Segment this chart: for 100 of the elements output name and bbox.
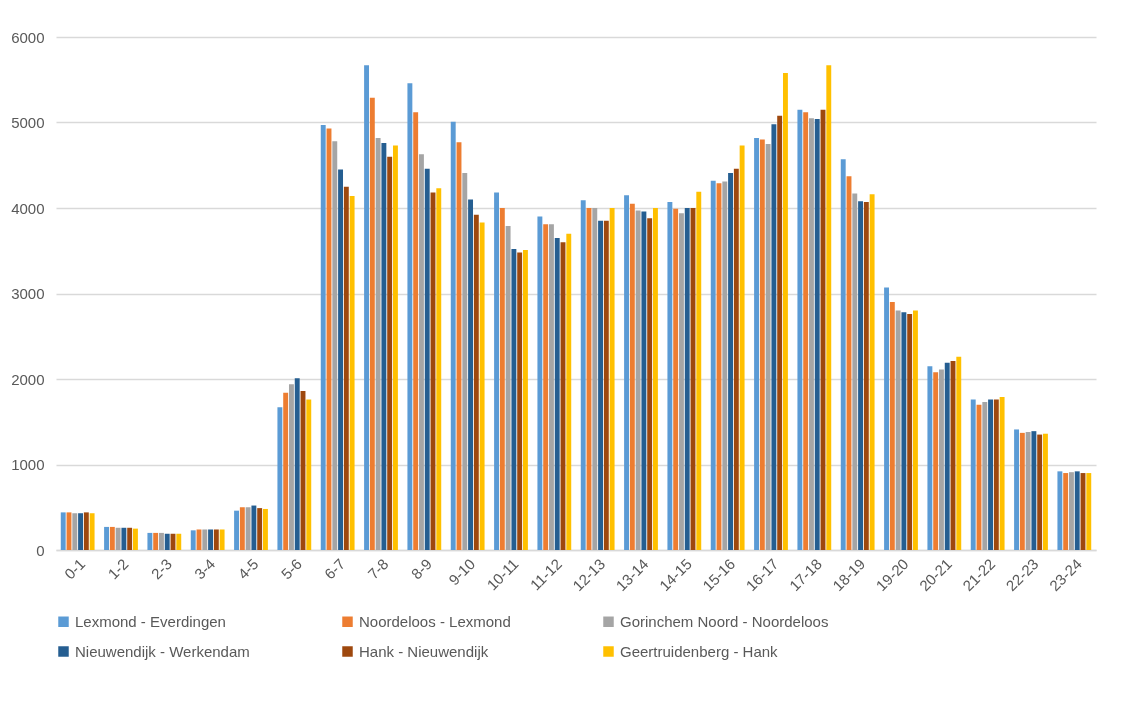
bar: [912, 310, 918, 550]
bar: [722, 181, 728, 550]
bar: [364, 65, 370, 550]
bar: [332, 141, 338, 550]
bar: [901, 312, 907, 550]
x-tick-label: 2-3: [147, 555, 175, 583]
bar: [306, 399, 312, 550]
bar: [104, 526, 110, 550]
bar: [239, 507, 245, 550]
bar: [808, 118, 814, 550]
bar: [907, 314, 913, 550]
bar: [840, 159, 846, 550]
bar: [814, 119, 820, 550]
bar: [684, 208, 690, 550]
bar: [554, 237, 560, 550]
bar: [988, 399, 994, 550]
bar: [580, 200, 586, 550]
bar: [647, 218, 653, 550]
bar: [343, 186, 349, 550]
bar: [277, 407, 283, 550]
bar: [696, 191, 702, 550]
bar: [219, 529, 225, 550]
bar: [858, 201, 864, 550]
bar: [603, 220, 609, 550]
bar: [262, 508, 268, 550]
bar: [517, 252, 523, 550]
x-tick-label: 8-9: [407, 555, 435, 583]
bar: [982, 402, 988, 550]
bar: [1042, 433, 1048, 550]
bar: [759, 139, 765, 550]
bar: [652, 208, 658, 550]
bar: [673, 208, 679, 550]
bar: [190, 530, 196, 550]
bar: [283, 392, 289, 550]
y-tick-label: 2000: [11, 370, 45, 388]
bar: [938, 369, 944, 550]
bar: [884, 287, 890, 550]
bar: [494, 192, 500, 550]
bar: [132, 528, 138, 550]
bar: [418, 154, 424, 550]
bar: [797, 109, 803, 550]
bar: [678, 213, 684, 550]
bar: [369, 97, 375, 550]
y-tick-label: 6000: [11, 28, 45, 46]
bar: [826, 65, 832, 550]
bar: [667, 202, 673, 550]
bar: [473, 214, 479, 550]
bar: [164, 533, 170, 550]
bar: [733, 168, 739, 550]
legend-label: Geertruidenberg - Hank: [620, 642, 779, 660]
bar: [320, 125, 326, 550]
bar: [728, 172, 734, 550]
bar: [109, 526, 115, 550]
bar: [927, 366, 933, 550]
y-tick-label: 4000: [11, 199, 45, 217]
bar: [548, 224, 554, 550]
bar: [635, 210, 641, 550]
bar: [1074, 471, 1080, 550]
bar: [375, 137, 381, 550]
bar: [127, 527, 133, 550]
y-tick-label: 1000: [11, 456, 45, 473]
bar: [1037, 434, 1043, 550]
bar: [392, 145, 398, 550]
bar: [771, 124, 777, 550]
bar: [338, 169, 344, 550]
x-tick-label: 1-2: [104, 555, 132, 583]
bar: [424, 168, 430, 550]
bar: [739, 145, 745, 550]
bar: [869, 194, 875, 550]
bar: [257, 508, 263, 550]
legend-label: Hank - Nieuwendijk: [359, 642, 489, 660]
y-tick-label: 0: [36, 541, 45, 559]
bar: [121, 527, 127, 550]
bar: [72, 513, 78, 550]
bar: [505, 225, 511, 550]
bar: [60, 512, 66, 550]
bar: [993, 399, 999, 550]
bar: [1019, 432, 1025, 550]
bar: [499, 208, 505, 550]
bar: [543, 224, 549, 550]
bar: [349, 196, 355, 550]
legend-label: Nieuwendijk - Werkendam: [75, 642, 250, 660]
bar: [889, 302, 895, 550]
bar: [1057, 471, 1063, 550]
x-tick-label: 7-8: [364, 555, 392, 583]
x-tick-label: 3-4: [190, 555, 219, 583]
bar: [944, 362, 950, 550]
bar: [78, 513, 84, 550]
bar: [413, 112, 419, 550]
y-tick-label: 5000: [11, 114, 45, 131]
bar: [176, 533, 182, 550]
x-tick-label: 5-6: [277, 555, 305, 583]
bar: [1014, 429, 1020, 550]
bar: [511, 249, 517, 550]
bar: [115, 527, 121, 550]
bar: [895, 310, 901, 550]
bar: [147, 532, 153, 550]
bar: [153, 532, 159, 550]
bar: [956, 356, 962, 550]
bar: [251, 505, 257, 550]
